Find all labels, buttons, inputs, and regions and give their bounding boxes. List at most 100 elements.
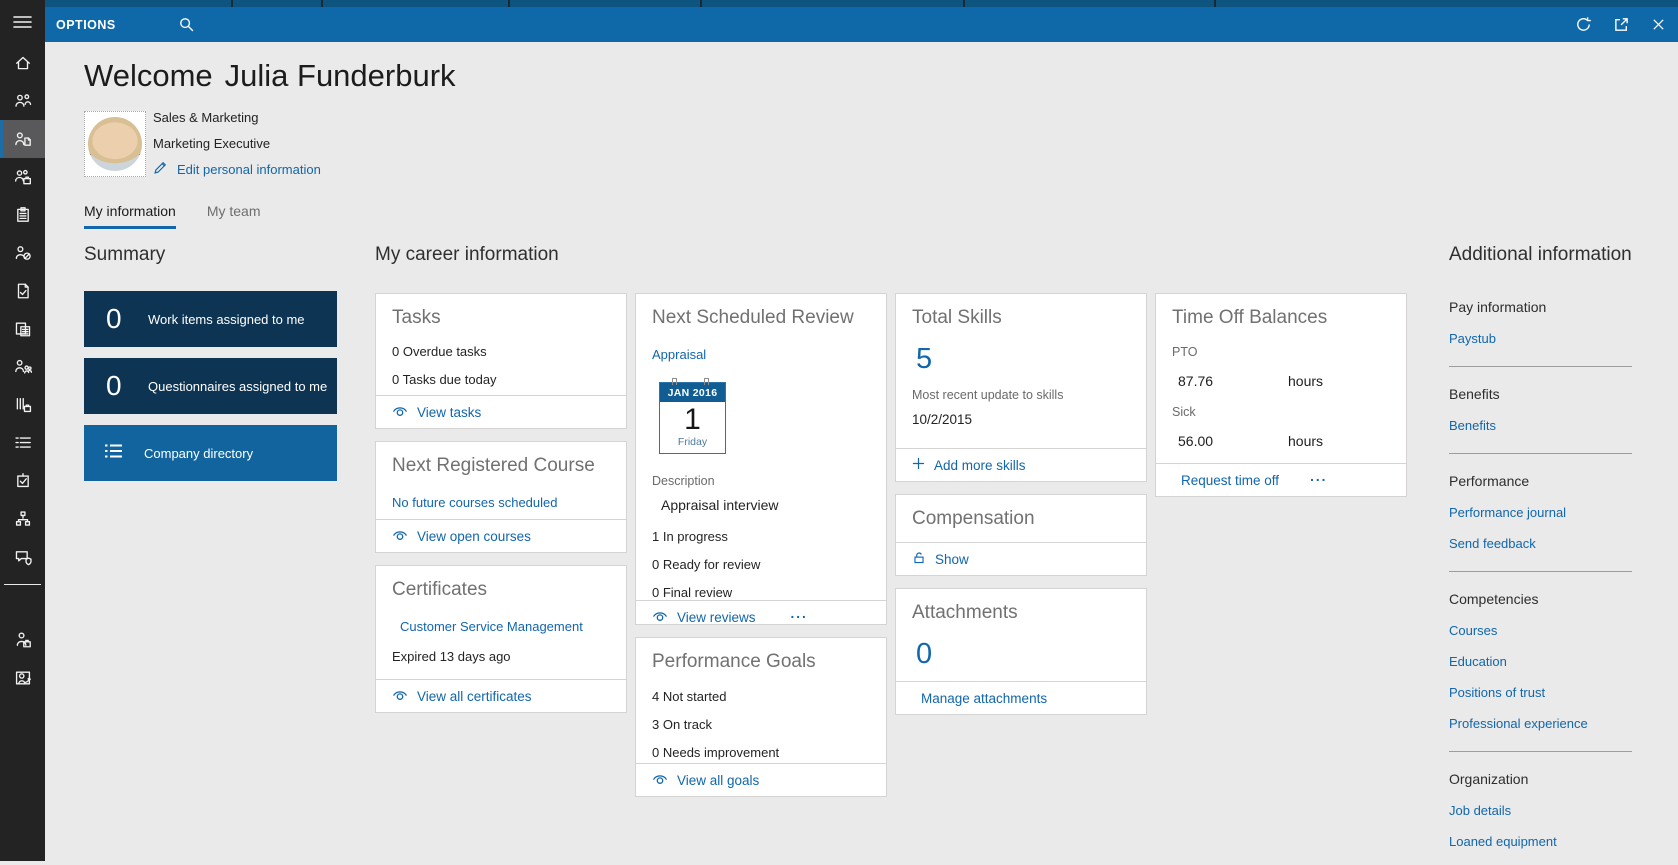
sidebar-item-approvals[interactable] [0, 272, 45, 310]
positions-of-trust-link[interactable]: Positions of trust [1449, 685, 1546, 700]
performance-goals-card: Performance Goals 4 Not started 3 On tra… [635, 637, 887, 797]
search-icon [178, 16, 195, 33]
top-strip-tick [700, 0, 702, 7]
sidebar-item-tasks[interactable] [0, 424, 45, 462]
sidebar-item-goals[interactable] [0, 462, 45, 500]
sidebar-item-organization[interactable] [0, 500, 45, 538]
performance-journal-link[interactable]: Performance journal [1449, 505, 1567, 520]
certificate-link[interactable]: Customer Service Management [400, 619, 583, 634]
group-divider [1449, 751, 1632, 752]
organization-group: Organization Job details Loaned equipmen… [1449, 771, 1632, 849]
profile-photo-frame[interactable] [84, 111, 146, 177]
no-future-courses-link[interactable]: No future courses scheduled [392, 495, 558, 510]
additional-information-panel: Additional information Pay information P… [1449, 244, 1632, 865]
appraisal-link[interactable]: Appraisal [652, 347, 707, 362]
sidebar-item-personnel[interactable] [0, 621, 45, 659]
questionnaires-tile[interactable]: 0 Questionnaires assigned to me [84, 358, 337, 414]
education-link[interactable]: Education [1449, 654, 1507, 669]
request-time-off-link[interactable]: Request time off [1181, 472, 1280, 488]
close-icon[interactable] [1651, 17, 1666, 32]
plus-icon [912, 457, 925, 473]
sidebar-item-payroll[interactable] [0, 310, 45, 348]
top-strip-tick [508, 0, 510, 7]
sidebar-item-feedback[interactable] [0, 538, 45, 576]
refresh-icon[interactable] [1575, 16, 1592, 33]
pto-row: 87.76 hours [1178, 373, 1390, 389]
feedback-shield-icon [14, 548, 32, 566]
sidebar-item-checklists[interactable] [0, 196, 45, 234]
task-list-icon [14, 434, 32, 452]
work-items-tile[interactable]: 0 Work items assigned to me [84, 291, 337, 347]
tab-my-information[interactable]: My information [84, 203, 176, 229]
on-track-line: 3 On track [652, 717, 712, 732]
group-divider [1449, 453, 1632, 454]
next-scheduled-review-card: Next Scheduled Review Appraisal JAN 2016… [635, 293, 887, 625]
sidebar-item-people[interactable] [0, 82, 45, 120]
show-compensation-link[interactable]: Show [912, 551, 969, 568]
job-details-link[interactable]: Job details [1449, 803, 1512, 818]
courses-link[interactable]: Courses [1449, 623, 1498, 638]
certificates-card: Certificates Customer Service Management… [375, 565, 627, 713]
additional-information-heading: Additional information [1449, 244, 1632, 265]
view-all-certificates-link[interactable]: View all certificates [392, 689, 532, 704]
card-title: Next Registered Course [392, 455, 595, 476]
loaned-equipment-link[interactable]: Loaned equipment [1449, 834, 1557, 849]
final-review-line: 0 Final review [652, 585, 733, 600]
open-new-window-icon[interactable] [1613, 16, 1630, 33]
view-all-goals-link[interactable]: View all goals [652, 773, 759, 788]
skills-update-date: 10/2/2015 [912, 412, 973, 427]
top-strip-tick [1214, 0, 1216, 7]
card-title: Certificates [392, 579, 488, 600]
avatar [88, 117, 142, 171]
benefits-link[interactable]: Benefits [1449, 418, 1496, 433]
company-directory-tile[interactable]: Company directory [84, 425, 337, 481]
add-more-skills-link[interactable]: Add more skills [912, 457, 1026, 473]
view-tasks-link[interactable]: View tasks [392, 405, 481, 420]
calendar-month: JAN 2016 [660, 383, 725, 402]
card-title: Tasks [392, 307, 441, 328]
calendar-ring [704, 378, 709, 385]
home-icon [14, 54, 32, 72]
books-briefcase-icon [14, 396, 32, 414]
search-button[interactable] [178, 16, 195, 33]
sidebar-item-employee-self-service[interactable] [0, 120, 45, 158]
professional-experience-link[interactable]: Professional experience [1449, 716, 1588, 731]
document-approval-icon [14, 282, 32, 300]
org-chart-icon [14, 510, 32, 528]
sidebar-item-manager-self-service[interactable] [0, 158, 45, 196]
person-briefcase-icon [14, 631, 32, 649]
eye-icon [392, 405, 408, 420]
edit-personal-information-link[interactable]: Edit personal information [153, 162, 321, 177]
pto-value: 87.76 [1178, 373, 1214, 389]
calendar-widget: JAN 2016 1 Friday [659, 378, 726, 454]
eye-icon [652, 610, 668, 625]
total-skills-card: Total Skills 5 Most recent update to ski… [895, 293, 1147, 482]
hamburger-menu-icon[interactable] [0, 0, 45, 44]
card-title: Next Scheduled Review [652, 307, 854, 328]
page-title: Welcome Julia Funderburk [84, 58, 456, 94]
top-strip-tick [321, 0, 323, 7]
tasks-due-line: 0 Tasks due today [392, 372, 497, 387]
manage-attachments-link[interactable]: Manage attachments [921, 690, 1048, 706]
sidebar-item-benefits[interactable] [0, 386, 45, 424]
pay-information-group: Pay information Paystub [1449, 299, 1632, 367]
tab-my-team[interactable]: My team [206, 203, 261, 219]
sidebar-item-employee-exit[interactable] [0, 659, 45, 697]
sick-row: 56.00 hours [1178, 433, 1390, 449]
sidebar-item-person-restrictions[interactable] [0, 234, 45, 272]
sidebar-item-home[interactable] [0, 44, 45, 82]
send-feedback-link[interactable]: Send feedback [1449, 536, 1536, 551]
view-reviews-link[interactable]: View reviews [652, 610, 756, 625]
list-icon [102, 440, 144, 467]
options-menu-button[interactable]: OPTIONS [56, 17, 116, 32]
paystub-link[interactable]: Paystub [1449, 331, 1496, 346]
group-divider [1449, 366, 1632, 367]
top-strip-tick [963, 0, 965, 7]
sidebar-item-my-team[interactable] [0, 348, 45, 386]
pto-label: PTO [1172, 345, 1198, 359]
view-open-courses-link[interactable]: View open courses [392, 529, 531, 544]
employee-page-icon [14, 130, 32, 148]
more-options-button[interactable]: ... [1310, 469, 1328, 484]
more-options-button[interactable]: ... [790, 606, 808, 621]
